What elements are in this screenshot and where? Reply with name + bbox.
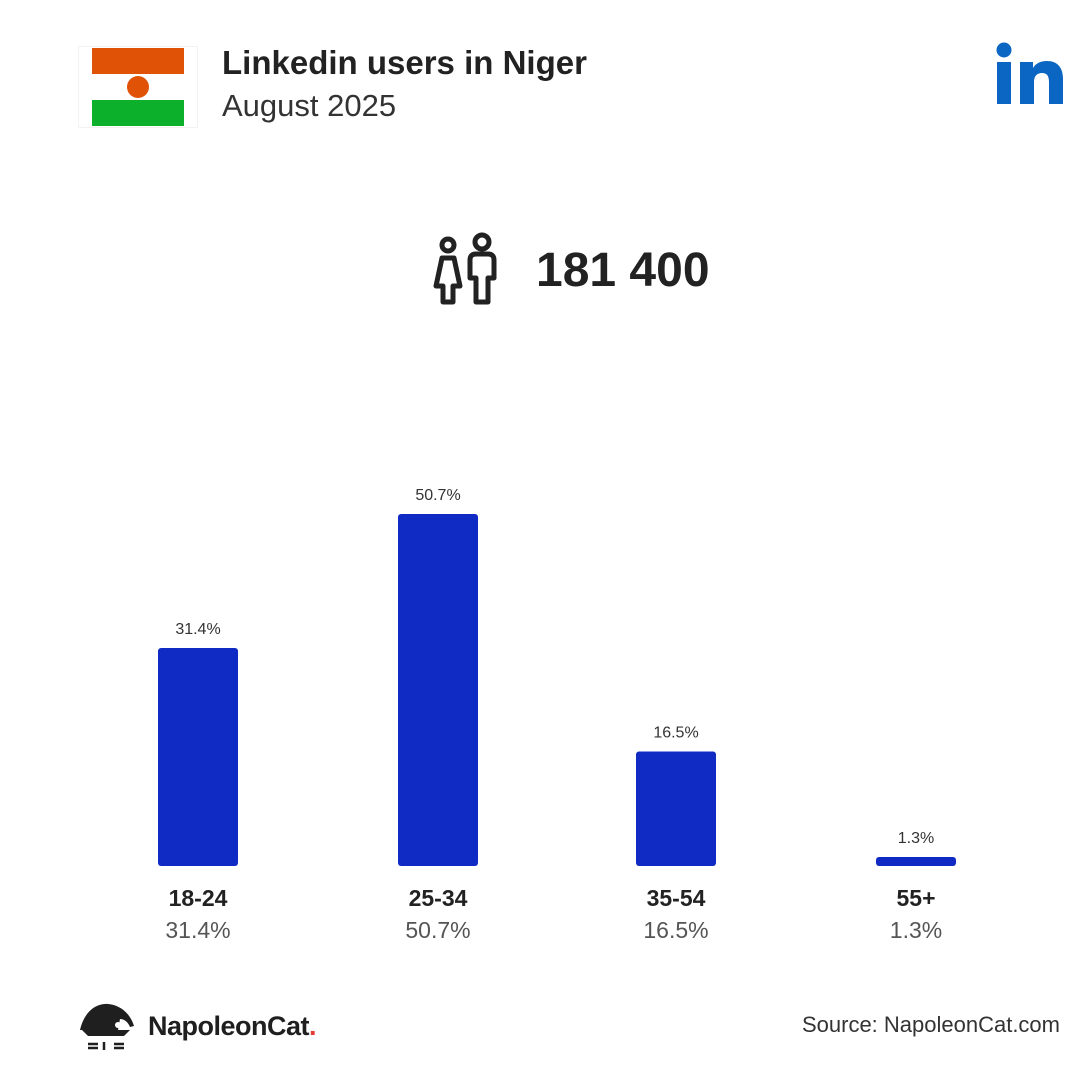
category-label: 35-54: [647, 885, 706, 911]
bar-35-54: [636, 751, 716, 866]
category-label: 25-34: [409, 885, 468, 911]
napoleoncat-icon: [78, 1000, 136, 1052]
brand-dot: .: [309, 1010, 317, 1041]
flag-bottom-stripe: [92, 100, 184, 126]
category-percent-label: 1.3%: [890, 917, 942, 943]
linkedin-icon: [996, 42, 1066, 106]
category-percent-label: 16.5%: [643, 917, 708, 943]
source-text: Source: NapoleonCat.com: [801, 1012, 1060, 1037]
category-label: 55+: [896, 885, 935, 911]
bar-value-label: 50.7%: [415, 487, 460, 504]
bar-value-label: 1.3%: [898, 830, 934, 847]
bar-25-34: [398, 514, 478, 866]
country-flag: [78, 46, 198, 128]
napoleoncat-logo: NapoleonCat.: [78, 1000, 317, 1052]
category-percent-label: 50.7%: [405, 917, 470, 943]
total-users: 181 400: [430, 232, 710, 308]
page-title: Linkedin users in Niger: [222, 44, 587, 81]
bar-55+: [876, 856, 956, 866]
category-percent-label: 31.4%: [165, 917, 230, 943]
flag-disc: [127, 76, 149, 98]
flag-top-stripe: [92, 48, 184, 74]
bar-value-label: 31.4%: [175, 621, 220, 638]
page-subtitle: August 2025: [222, 88, 397, 123]
brand-name-text: NapoleonCat: [148, 1010, 310, 1041]
total-value: 181 400: [536, 243, 710, 297]
bar-18-24: [158, 647, 238, 866]
category-label: 18-24: [169, 885, 228, 911]
people-icon: [430, 232, 504, 308]
brand-name: NapoleonCat.: [148, 1010, 317, 1042]
bar-value-label: 16.5%: [653, 724, 698, 741]
